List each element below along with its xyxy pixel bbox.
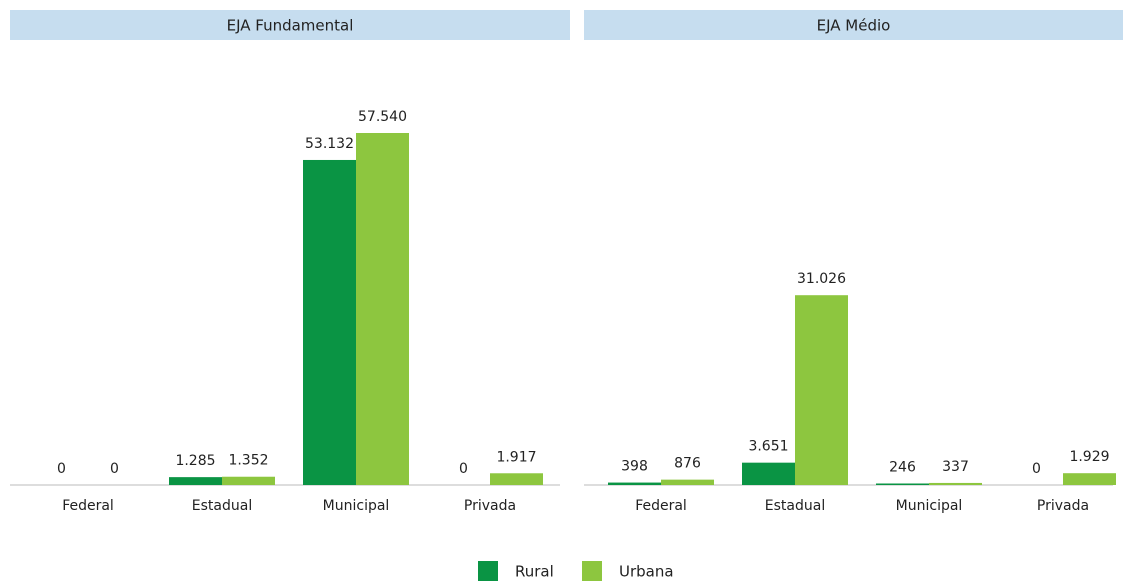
- value-label: 57.540: [358, 109, 407, 125]
- panel-title: EJA Fundamental: [227, 17, 354, 35]
- value-label: 1.917: [496, 449, 536, 465]
- value-label: 398: [621, 459, 648, 475]
- bar: [303, 159, 356, 485]
- panel-title: EJA Médio: [817, 17, 891, 35]
- value-label: 0: [57, 461, 66, 477]
- value-label: 0: [1032, 461, 1041, 477]
- x-tick-label: Municipal: [323, 498, 390, 514]
- panel-header: [584, 10, 1123, 40]
- bar: [1063, 473, 1116, 485]
- x-tick-label: Federal: [62, 498, 114, 514]
- value-label: 1.352: [228, 453, 268, 469]
- bar: [876, 483, 929, 485]
- value-label: 337: [942, 459, 969, 475]
- legend-swatch: [582, 561, 602, 581]
- bar: [222, 476, 275, 485]
- value-label: 53.132: [305, 136, 354, 152]
- legend-label: Urbana: [619, 563, 674, 581]
- value-label: 1.929: [1069, 449, 1109, 465]
- value-label: 876: [674, 456, 701, 472]
- legend-swatch: [478, 561, 498, 581]
- bar: [929, 482, 982, 485]
- value-label: 1.285: [175, 453, 215, 469]
- value-label: 246: [889, 459, 916, 475]
- value-label: 0: [459, 461, 468, 477]
- bar: [661, 479, 714, 485]
- value-label: 3.651: [748, 439, 788, 455]
- x-tick-label: Municipal: [896, 498, 963, 514]
- x-tick-label: Federal: [635, 498, 687, 514]
- x-tick-label: Privada: [464, 498, 516, 514]
- bar: [608, 482, 661, 485]
- bar: [742, 462, 795, 485]
- x-tick-label: Estadual: [765, 498, 825, 514]
- x-tick-label: Estadual: [192, 498, 252, 514]
- bar: [356, 133, 409, 485]
- panel-header: [10, 10, 570, 40]
- value-label: 31.026: [797, 271, 846, 287]
- bar: [795, 295, 848, 485]
- legend-label: Rural: [515, 563, 554, 581]
- x-tick-label: Privada: [1037, 498, 1089, 514]
- value-label: 0: [110, 461, 119, 477]
- bar: [490, 473, 543, 485]
- bar: [169, 477, 222, 485]
